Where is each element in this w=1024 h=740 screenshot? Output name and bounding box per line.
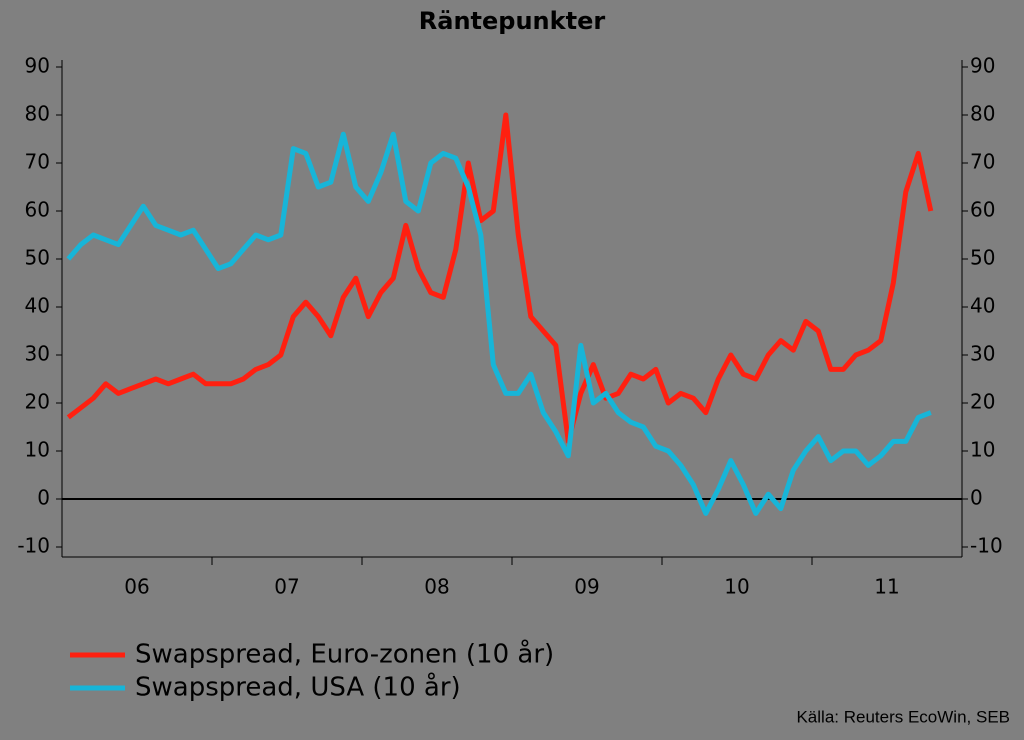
y-tick-label: -10 (17, 534, 50, 558)
x-tick-label: 11 (874, 575, 899, 599)
y-tick-label: 50 (25, 246, 50, 270)
legend-label: Swapspread, USA (10 år) (135, 672, 461, 703)
x-tick-label: 09 (574, 575, 599, 599)
series-line (66, 112, 934, 444)
y-tick-label: 90 (25, 54, 50, 78)
y-tick-label: 70 (25, 150, 50, 174)
source-note: Källa: Reuters EcoWin, SEB (796, 707, 1010, 726)
y-tick-label: 40 (25, 294, 50, 318)
y2-tick-label: 40 (970, 294, 995, 318)
chart-title: Räntepunkter (419, 7, 606, 35)
y2-tick-label: 10 (970, 438, 995, 462)
y-tick-label: 60 (25, 198, 50, 222)
y-tick-label: 30 (25, 342, 50, 366)
x-tick-label: 06 (124, 575, 149, 599)
x-tick-label: 07 (274, 575, 299, 599)
y2-tick-label: 0 (970, 486, 983, 510)
y-tick-label: 20 (25, 390, 50, 414)
x-tick-label: 08 (424, 575, 449, 599)
y2-tick-label: -10 (970, 534, 1003, 558)
y2-tick-label: 70 (970, 150, 995, 174)
y2-tick-label: 50 (970, 246, 995, 270)
y-tick-label: 80 (25, 102, 50, 126)
y2-tick-label: 30 (970, 342, 995, 366)
y2-tick-label: 90 (970, 54, 995, 78)
legend-label: Swapspread, Euro-zonen (10 år) (135, 639, 554, 670)
y2-tick-label: 60 (970, 198, 995, 222)
x-tick-label: 10 (724, 575, 749, 599)
y2-tick-label: 20 (970, 390, 995, 414)
y2-tick-label: 80 (970, 102, 995, 126)
series-line (66, 131, 932, 516)
y-tick-label: 10 (25, 438, 50, 462)
y-tick-label: 0 (37, 486, 50, 510)
